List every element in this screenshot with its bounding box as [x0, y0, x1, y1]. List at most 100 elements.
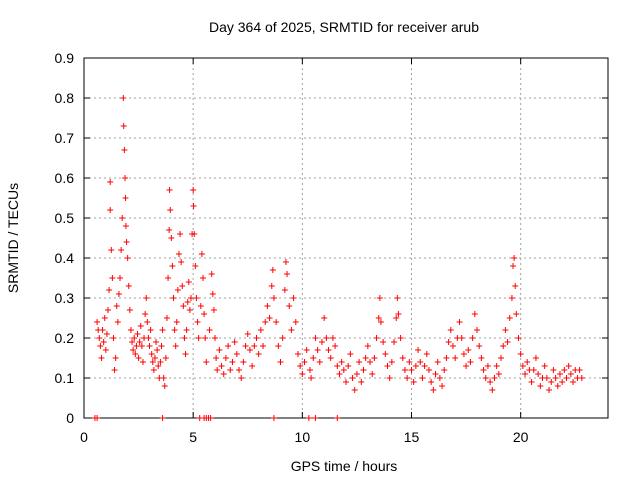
- data-point: [456, 319, 463, 325]
- data-point: [510, 263, 517, 269]
- data-point: [567, 371, 574, 377]
- data-point: [105, 307, 112, 313]
- data-point: [484, 363, 491, 369]
- data-point: [380, 339, 387, 345]
- data-point: [410, 379, 417, 385]
- data-point: [166, 187, 173, 193]
- data-point: [209, 291, 216, 297]
- data-point: [150, 367, 157, 373]
- data-point: [96, 335, 103, 341]
- data-point: [548, 379, 555, 385]
- data-point: [255, 351, 262, 357]
- data-point: [129, 339, 136, 345]
- data-point: [151, 355, 158, 361]
- data-point: [122, 223, 129, 229]
- data-point: [206, 327, 213, 333]
- data-point: [423, 351, 430, 357]
- data-point: [452, 355, 459, 361]
- data-point: [123, 239, 130, 245]
- data-point: [290, 295, 297, 301]
- data-point: [493, 363, 500, 369]
- data-point: [338, 359, 345, 365]
- data-point: [121, 147, 128, 153]
- data-point: [305, 415, 312, 421]
- data-point: [115, 291, 122, 297]
- x-tick-label: 15: [404, 429, 420, 445]
- data-point: [153, 339, 160, 345]
- data-point: [419, 375, 426, 381]
- data-point: [270, 415, 277, 421]
- data-point: [98, 355, 105, 361]
- data-point: [351, 387, 358, 393]
- data-point: [244, 331, 251, 337]
- data-point: [386, 375, 393, 381]
- data-point: [110, 335, 117, 341]
- data-point: [334, 363, 341, 369]
- data-point: [559, 379, 566, 385]
- data-point: [292, 319, 299, 325]
- data-point: [550, 367, 557, 373]
- data-point: [198, 251, 205, 257]
- data-point: [329, 335, 336, 341]
- data-point: [191, 231, 198, 237]
- y-tick-label: 0.4: [55, 250, 75, 266]
- data-point: [157, 359, 164, 365]
- data-point: [512, 283, 519, 289]
- data-point: [112, 355, 119, 361]
- x-tick-label: 10: [295, 429, 311, 445]
- data-point: [101, 315, 108, 321]
- data-point: [347, 351, 354, 357]
- data-point: [504, 339, 511, 345]
- data-point: [238, 375, 245, 381]
- data-point: [382, 351, 389, 357]
- data-point: [130, 347, 137, 353]
- data-point: [460, 351, 467, 357]
- data-point: [103, 331, 110, 337]
- x-axis-label: GPS time / hours: [291, 458, 398, 474]
- data-point: [231, 339, 238, 345]
- data-point: [213, 355, 220, 361]
- data-point: [100, 339, 107, 345]
- data-point: [94, 415, 101, 421]
- data-point: [513, 311, 520, 317]
- data-point: [111, 367, 118, 373]
- data-point: [458, 335, 465, 341]
- data-point: [193, 295, 200, 301]
- data-point: [334, 415, 341, 421]
- data-point: [491, 375, 498, 381]
- data-point: [286, 303, 293, 309]
- data-point: [284, 271, 291, 277]
- data-point: [369, 371, 376, 377]
- data-point: [246, 347, 253, 353]
- data-point: [119, 215, 126, 221]
- data-point: [364, 343, 371, 349]
- data-point: [546, 387, 553, 393]
- data-point: [270, 295, 277, 301]
- data-point: [222, 355, 229, 361]
- data-point: [323, 335, 330, 341]
- data-point: [148, 351, 155, 357]
- data-point: [159, 415, 166, 421]
- data-point: [143, 295, 150, 301]
- data-point: [288, 327, 295, 333]
- data-point: [260, 343, 267, 349]
- data-point: [421, 363, 428, 369]
- data-point: [471, 311, 478, 317]
- data-point: [122, 175, 129, 181]
- data-point: [122, 195, 129, 201]
- data-point: [229, 359, 236, 365]
- data-point: [297, 363, 304, 369]
- data-point: [417, 359, 424, 365]
- data-point: [519, 363, 526, 369]
- data-point: [277, 359, 284, 365]
- data-point: [268, 283, 275, 289]
- data-point: [136, 339, 143, 345]
- data-point: [165, 275, 172, 281]
- data-point: [443, 355, 450, 361]
- data-point: [360, 367, 367, 373]
- data-point: [436, 375, 443, 381]
- data-point: [294, 351, 301, 357]
- data-point: [266, 315, 273, 321]
- data-point: [543, 375, 550, 381]
